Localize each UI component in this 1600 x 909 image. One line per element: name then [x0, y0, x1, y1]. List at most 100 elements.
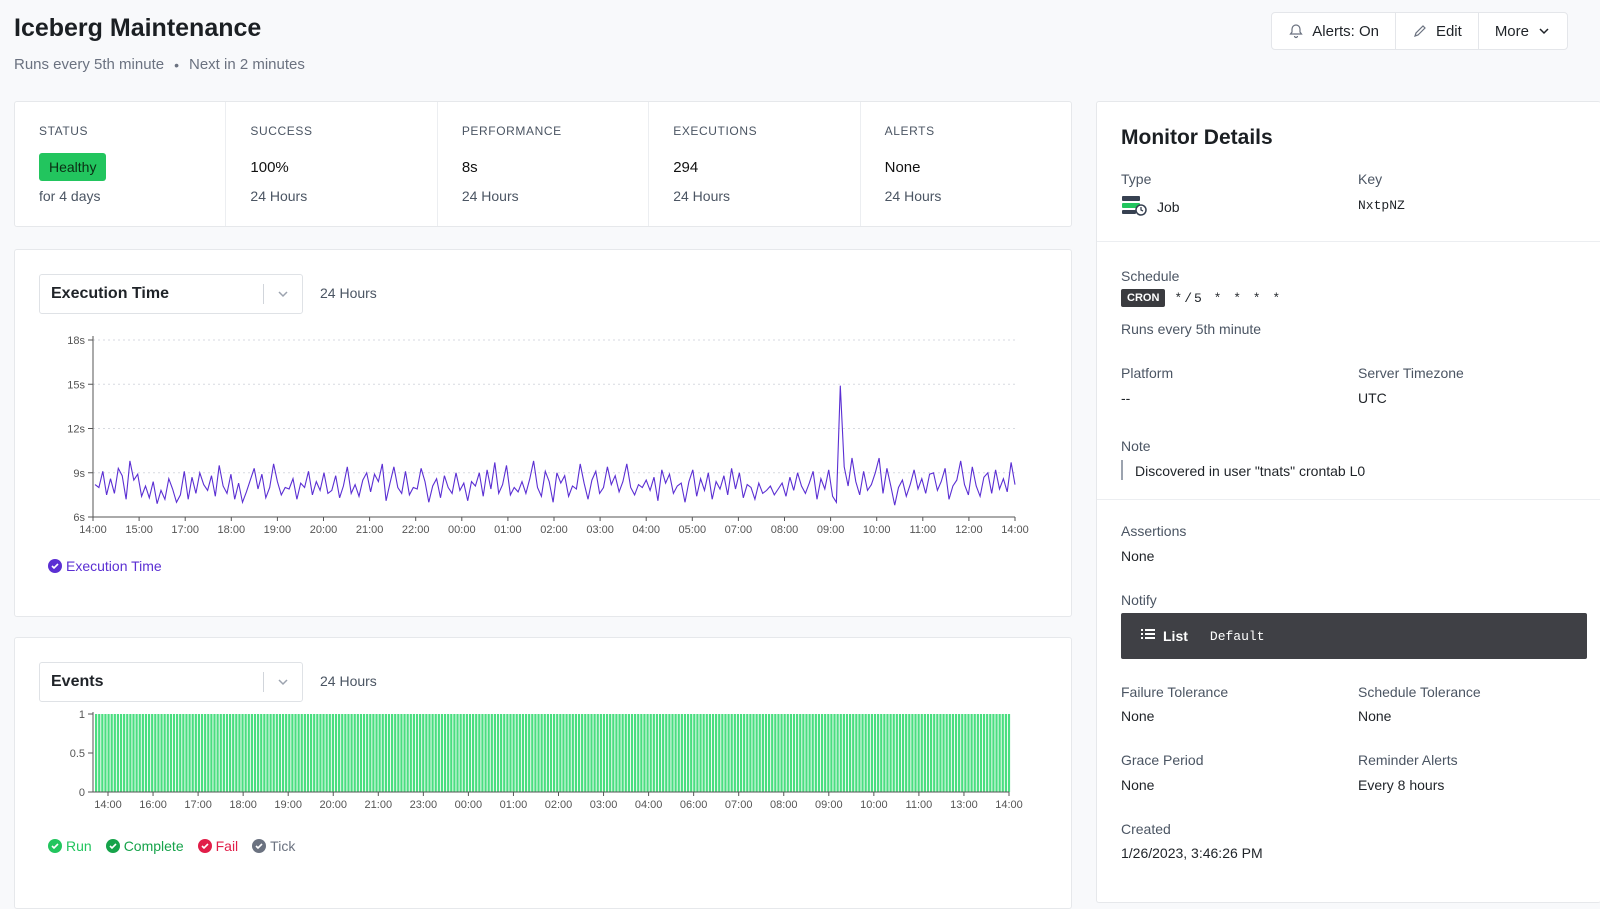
event-bar — [898, 714, 902, 792]
event-bar — [739, 714, 743, 792]
x-tick-label: 21:00 — [365, 799, 393, 811]
section-divider — [1097, 241, 1600, 242]
y-tick-label: 6s — [73, 512, 85, 524]
x-tick-label: 11:00 — [906, 799, 933, 811]
schedule-description: Runs every 5th minute — [1121, 321, 1262, 337]
event-bar — [746, 714, 749, 792]
x-tick-label: 18:00 — [229, 799, 257, 811]
event-bar — [126, 714, 129, 792]
stat-label: EXECUTIONS — [673, 124, 758, 138]
action-button-group: Alerts: On Edit More — [1271, 12, 1568, 50]
event-bar — [263, 714, 266, 792]
check-circle-icon — [48, 559, 62, 573]
event-bar — [347, 714, 350, 792]
event-bar — [350, 714, 353, 792]
event-bar — [596, 714, 599, 792]
x-tick-label: 09:00 — [815, 799, 843, 811]
event-bar — [920, 714, 923, 792]
x-tick-label: 10:00 — [860, 799, 888, 811]
legend-item-run[interactable]: Run — [48, 838, 92, 854]
event-bar — [107, 714, 110, 792]
event-bar — [662, 714, 665, 792]
event-bar — [889, 714, 892, 792]
event-bar — [982, 714, 986, 792]
event-bar — [219, 714, 222, 792]
event-bar — [334, 714, 338, 792]
more-dropdown-button[interactable]: More — [1479, 13, 1567, 49]
event-bar — [129, 714, 132, 792]
event-bar — [964, 714, 967, 792]
x-tick-label: 20:00 — [319, 799, 347, 811]
event-bar — [397, 714, 400, 792]
y-tick-label: 18s — [67, 335, 85, 347]
event-bar — [316, 714, 319, 792]
event-bar — [627, 714, 630, 792]
alerts-toggle-button[interactable]: Alerts: On — [1272, 13, 1396, 49]
event-bar — [228, 714, 232, 792]
event-bar — [755, 714, 758, 792]
event-bar — [481, 714, 484, 792]
stat-sub: 24 Hours — [461, 188, 519, 204]
x-tick-label: 23:00 — [410, 799, 438, 811]
x-tick-label: 15:00 — [125, 524, 153, 536]
event-bar — [328, 714, 331, 792]
event-bar — [500, 714, 503, 792]
monitor-details-panel: Monitor Details Type Job Key NxtpNZ Sche… — [1096, 101, 1600, 903]
event-bar — [836, 714, 839, 792]
event-bar — [431, 714, 434, 792]
event-bar — [157, 714, 160, 792]
event-bar — [786, 714, 789, 792]
event-bar — [253, 714, 257, 792]
event-bar — [359, 714, 363, 792]
event-bar — [534, 714, 537, 792]
stat-label: PERFORMANCE — [461, 124, 562, 138]
legend-item-fail[interactable]: Fail — [197, 838, 238, 854]
legend-item-execution-time[interactable]: Execution Time — [48, 558, 162, 574]
event-bar — [163, 714, 166, 792]
event-bar — [197, 714, 201, 792]
event-bar — [95, 714, 98, 792]
event-bar — [521, 714, 525, 792]
event-bar — [861, 714, 864, 792]
event-bar — [247, 714, 250, 792]
event-bar — [942, 714, 945, 792]
event-bar — [468, 714, 472, 792]
y-tick-label: 0.5 — [70, 748, 85, 760]
chevron-down-icon[interactable] — [264, 675, 302, 689]
event-bar — [319, 714, 322, 792]
x-tick-label: 14:00 — [995, 799, 1023, 811]
more-button-label: More — [1494, 22, 1529, 40]
series-line-execution-time — [94, 385, 1016, 506]
event-bar — [412, 714, 416, 792]
event-bar — [98, 714, 101, 792]
legend-item-tick[interactable]: Tick — [252, 838, 295, 854]
event-bar — [630, 714, 634, 792]
metric-select[interactable]: Execution Time — [39, 274, 303, 314]
event-bar — [587, 714, 590, 792]
y-tick-label: 15s — [67, 379, 85, 391]
event-bar — [923, 714, 926, 792]
edit-button[interactable]: Edit — [1396, 13, 1479, 49]
event-bar — [618, 714, 621, 792]
event-bar — [970, 714, 973, 792]
notify-list-bar[interactable]: List Default — [1121, 613, 1587, 659]
page-subtitle: Runs every 5th minute • Next in 2 minute… — [14, 56, 305, 73]
event-bar — [250, 714, 253, 792]
schedule-label: Schedule — [1121, 268, 1180, 284]
time-range-label: 24 Hours — [320, 285, 377, 301]
chevron-down-icon[interactable] — [264, 287, 302, 301]
event-bar — [1004, 714, 1007, 792]
status-badge: Healthy — [39, 153, 107, 181]
event-bar — [188, 714, 191, 792]
event-bar — [743, 714, 746, 792]
event-bar — [830, 714, 833, 792]
event-bar — [864, 714, 867, 792]
y-tick-label: 0 — [79, 787, 85, 799]
event-bar — [272, 714, 275, 792]
execution-time-chart: 6s 9s 12s 15s 18s 14:00 15:00 17:00 18:00 19:00 20… — [67, 335, 1029, 536]
event-bar — [680, 714, 683, 792]
legend-item-complete[interactable]: Complete — [105, 838, 184, 854]
x-tick-label: 03:00 — [590, 799, 618, 811]
event-bar — [288, 714, 291, 792]
metric-select[interactable]: Events — [39, 662, 303, 702]
